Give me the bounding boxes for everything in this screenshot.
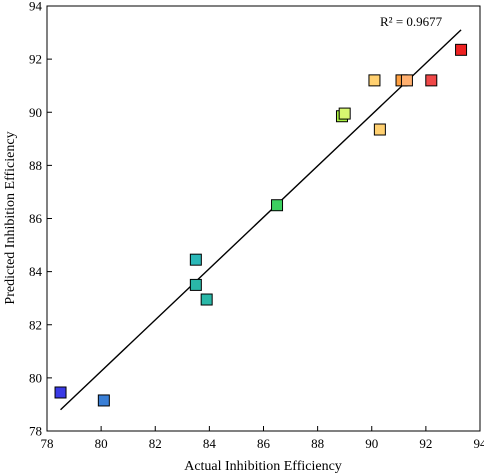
data-point xyxy=(368,74,381,87)
data-points xyxy=(54,43,468,407)
y-tick-label: 88 xyxy=(29,158,42,173)
y-tick-label: 86 xyxy=(29,211,43,226)
r-squared-annotation: R² = 0.9677 xyxy=(380,14,443,29)
x-tick-label: 86 xyxy=(257,436,271,451)
data-point xyxy=(189,253,202,266)
data-point xyxy=(373,123,386,136)
x-tick-label: 78 xyxy=(41,436,54,451)
axis-ticks xyxy=(46,5,481,432)
data-point xyxy=(455,43,468,56)
x-tick-label: 90 xyxy=(365,436,378,451)
y-tick-label: 84 xyxy=(29,264,43,279)
regression-line xyxy=(60,29,462,411)
data-point xyxy=(425,74,438,87)
x-tick-label: 88 xyxy=(311,436,324,451)
x-tick-label: 82 xyxy=(149,436,162,451)
x-tick-label: 80 xyxy=(95,436,108,451)
data-point xyxy=(400,74,413,87)
y-tick-label: 94 xyxy=(29,0,43,14)
data-point xyxy=(189,278,202,291)
y-axis-title: Predicted Inhibition Efficiency xyxy=(3,131,18,304)
y-tick-label: 80 xyxy=(29,370,42,385)
x-tick-label: 92 xyxy=(419,436,432,451)
plot-frame xyxy=(46,5,481,432)
data-point xyxy=(271,199,284,212)
y-tick-label: 82 xyxy=(29,317,42,332)
x-tick-label: 84 xyxy=(203,436,217,451)
y-tick-label: 92 xyxy=(29,52,42,67)
data-point xyxy=(338,107,351,120)
x-tick-label: 94 xyxy=(474,436,484,451)
data-point xyxy=(97,394,110,407)
x-axis-title: Actual Inhibition Efficiency xyxy=(184,459,342,474)
data-point xyxy=(54,386,67,399)
axis-tick-labels: 78 80 82 84 86 88 90 92 94 78 80 82 84 86 88 90 92 94 xyxy=(29,0,484,451)
data-point xyxy=(200,293,213,306)
y-tick-label: 78 xyxy=(29,424,42,439)
y-tick-label: 90 xyxy=(29,105,42,120)
